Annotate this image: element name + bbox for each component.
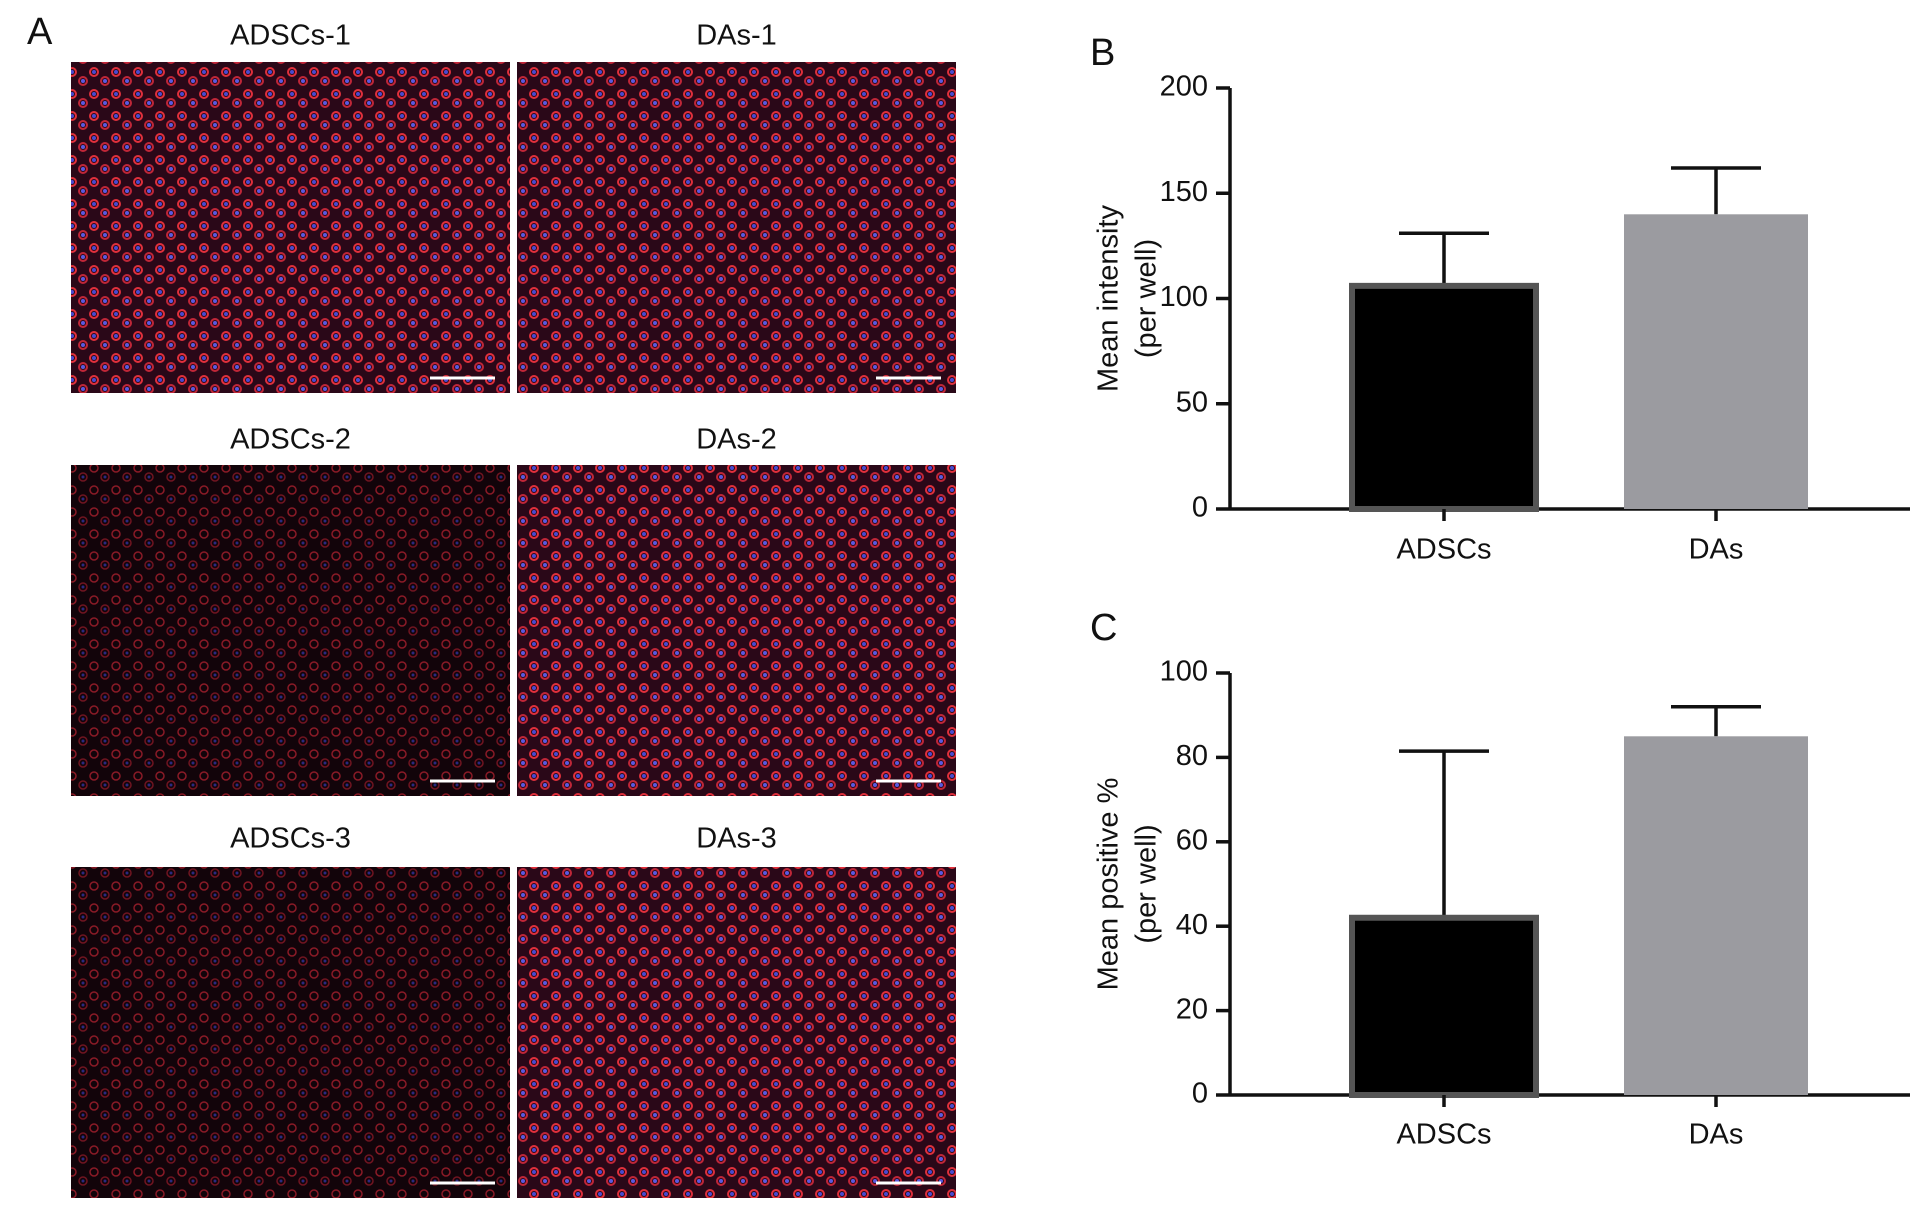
y-tick-label: 50 <box>1176 386 1208 418</box>
panel-label: C <box>1090 607 1117 649</box>
micrograph <box>71 465 510 796</box>
image-title: DAs-2 <box>696 424 777 456</box>
x-tick-label: DAs <box>1689 1119 1744 1151</box>
bar <box>1349 914 1539 1099</box>
micrograph <box>71 867 510 1198</box>
y-tick-label: 150 <box>1160 176 1208 208</box>
micrograph <box>71 62 510 393</box>
y-tick-label: 0 <box>1192 492 1208 524</box>
micrograph <box>517 62 956 393</box>
y-tick-label: 60 <box>1176 824 1208 856</box>
image-title: DAs-3 <box>696 823 777 855</box>
image-title: ADSCs-3 <box>230 823 351 855</box>
y-axis-label: (per well) <box>1131 239 1163 358</box>
y-tick-label: 20 <box>1176 993 1208 1025</box>
y-axis-label: Mean positive % <box>1093 778 1125 991</box>
panel-label: A <box>27 11 53 53</box>
image-title: ADSCs-1 <box>230 20 351 52</box>
y-axis-label: (per well) <box>1131 824 1163 943</box>
panel-label: B <box>1090 32 1115 74</box>
image-title: DAs-1 <box>696 20 777 52</box>
x-tick-label: DAs <box>1689 534 1744 566</box>
bar <box>1624 214 1808 510</box>
y-axis-label: Mean intensity <box>1093 205 1125 392</box>
y-tick-label: 100 <box>1160 656 1208 688</box>
micrograph <box>517 465 956 796</box>
x-tick-label: ADSCs <box>1396 1119 1491 1151</box>
y-tick-label: 0 <box>1192 1078 1208 1110</box>
micrograph <box>517 867 956 1198</box>
x-tick-label: ADSCs <box>1396 534 1491 566</box>
y-tick-label: 40 <box>1176 909 1208 941</box>
micrographs: ADSCs-1 DAs-1 ADSCs-2 DAs-2 ADSCs-3 DAs-3 <box>71 20 956 1198</box>
y-tick-label: 100 <box>1160 281 1208 313</box>
y-tick-label: 80 <box>1176 740 1208 772</box>
bar <box>1349 282 1539 512</box>
image-title: ADSCs-2 <box>230 424 351 456</box>
y-tick-label: 200 <box>1160 71 1208 103</box>
bar <box>1624 736 1808 1095</box>
